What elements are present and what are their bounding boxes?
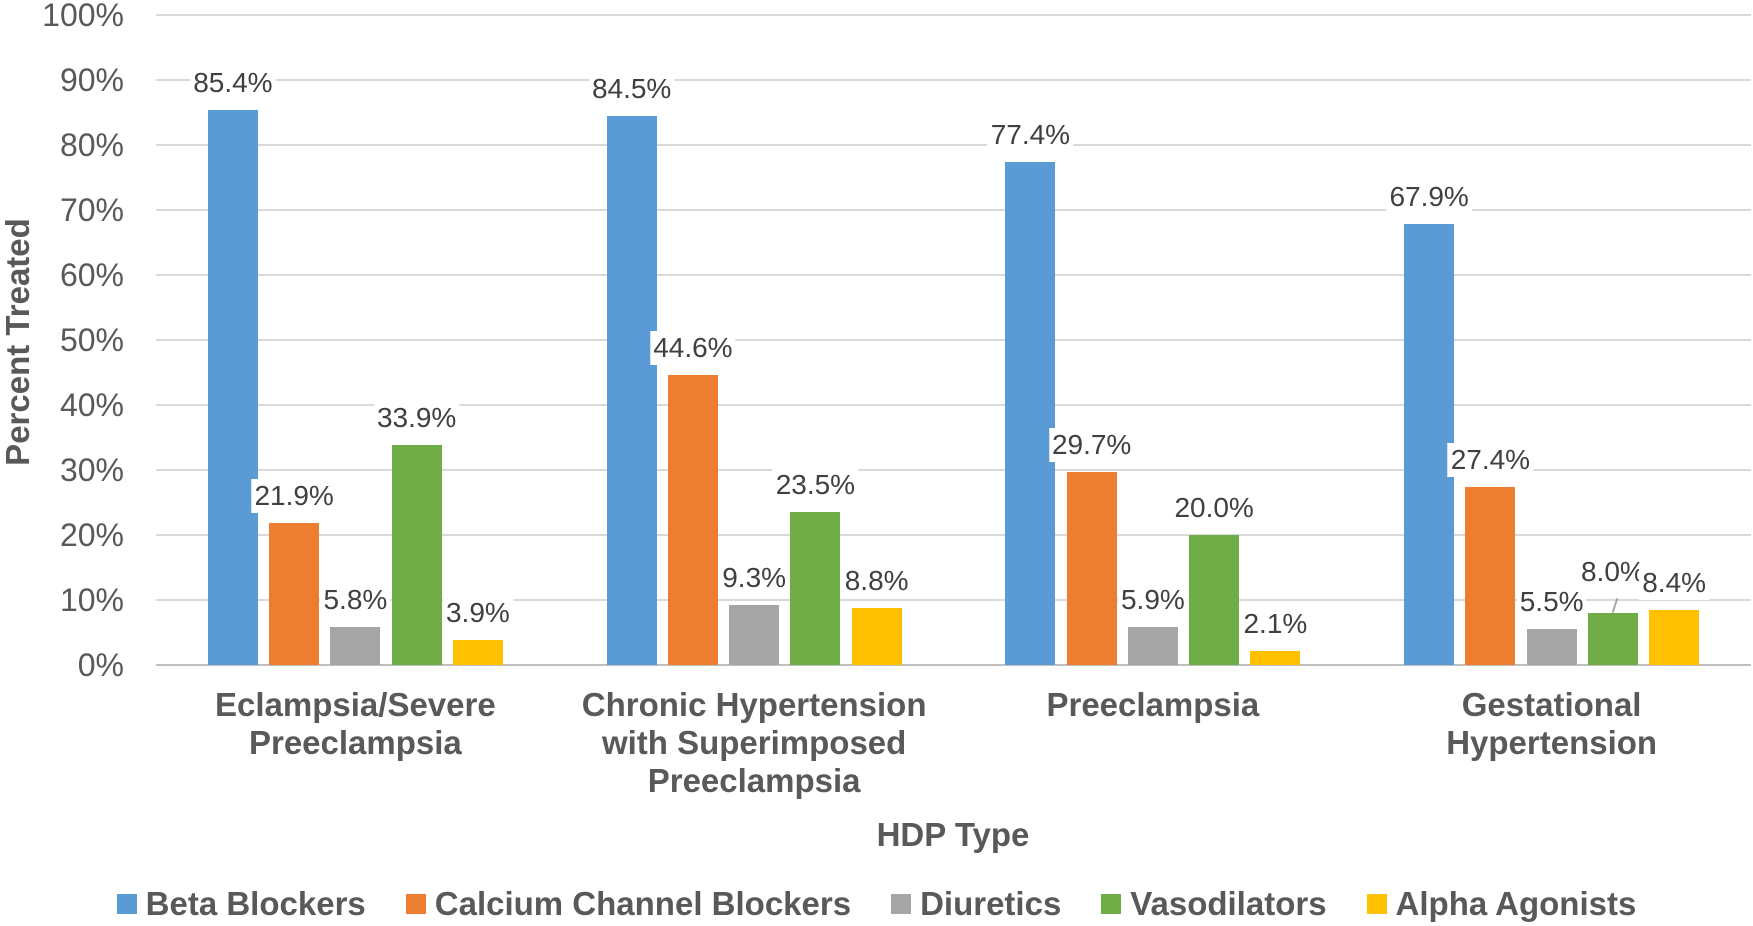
legend-item-beta-blockers: Beta Blockers	[116, 884, 366, 924]
data-label-alpha-agonists-1: 8.8%	[841, 563, 912, 598]
legend-swatch-vasodilators-icon	[1101, 894, 1122, 914]
data-label-alpha-agonists-2: 2.1%	[1240, 607, 1311, 642]
bar-calcium-channel-blockers-2	[1066, 471, 1117, 665]
legend-swatch-beta-blockers-icon	[116, 894, 137, 914]
bar-beta-blockers-0	[207, 109, 258, 665]
data-label-alpha-agonists-3: 8.4%	[1639, 566, 1710, 601]
gridline-30	[156, 469, 1751, 471]
data-label-diuretics-0: 5.8%	[320, 583, 391, 618]
bar-calcium-channel-blockers-3	[1465, 486, 1516, 665]
data-label-calcium-channel-blockers-0: 21.9%	[251, 478, 337, 513]
bar-beta-blockers-1	[606, 115, 657, 665]
x-axis-line	[156, 664, 1751, 666]
gridline-80	[156, 144, 1751, 146]
gridline-90	[156, 79, 1751, 81]
y-tick-label-10: 10%	[59, 582, 124, 618]
bar-beta-blockers-2	[1005, 161, 1056, 665]
gridline-10	[156, 599, 1751, 601]
data-label-beta-blockers-1: 84.5%	[588, 71, 675, 106]
bar-vasodilators-3	[1587, 613, 1638, 665]
legend-swatch-diuretics-icon	[891, 894, 912, 914]
gridline-100	[156, 14, 1751, 16]
y-tick-label-70: 70%	[59, 192, 124, 228]
bar-vasodilators-0	[391, 444, 442, 665]
data-label-beta-blockers-0: 85.4%	[190, 65, 276, 100]
data-label-diuretics-2: 5.9%	[1117, 582, 1188, 617]
bar-diuretics-1	[729, 604, 780, 665]
legend-swatch-alpha-agonists-icon	[1366, 894, 1387, 914]
y-tick-label-80: 80%	[59, 127, 124, 163]
y-tick-label-40: 40%	[59, 387, 124, 423]
legend-label-alpha-agonists: Alpha Agonists	[1395, 885, 1637, 922]
y-tick-label-30: 30%	[59, 452, 124, 488]
legend-label-calcium-channel-blockers: Calcium Channel Blockers	[434, 885, 852, 922]
gridline-60	[156, 274, 1751, 276]
bar-diuretics-3	[1526, 629, 1577, 665]
category-label-gestational: Gestational Hypertension	[1446, 686, 1658, 761]
y-tick-label-60: 60%	[59, 257, 124, 293]
y-tick-label-50: 50%	[59, 322, 124, 358]
bar-calcium-channel-blockers-0	[269, 522, 320, 665]
data-label-vasodilators-2: 20.0%	[1171, 491, 1257, 525]
data-label-calcium-channel-blockers-1: 44.6%	[650, 331, 736, 366]
data-label-alpha-agonists-0: 3.9%	[442, 595, 513, 630]
bar-vasodilators-2	[1189, 535, 1240, 665]
bar-vasodilators-1	[790, 512, 841, 665]
bar-diuretics-0	[330, 627, 381, 665]
legend-label-beta-blockers: Beta Blockers	[145, 885, 366, 922]
y-tick-label-0: 0%	[77, 647, 124, 683]
gridline-20	[156, 534, 1751, 536]
legend-label-vasodilators: Vasodilators	[1130, 885, 1327, 922]
legend-item-alpha-agonists: Alpha Agonists	[1366, 884, 1637, 924]
legend-swatch-calcium-channel-blockers-icon	[405, 894, 426, 914]
data-label-beta-blockers-3: 67.9%	[1386, 179, 1472, 214]
bar-alpha-agonists-3	[1649, 610, 1700, 665]
data-label-vasodilators-1: 23.5%	[772, 468, 859, 503]
legend-item-calcium-channel-blockers: Calcium Channel Blockers	[405, 884, 852, 924]
gridline-50	[156, 339, 1751, 341]
legend-item-diuretics: Diuretics	[891, 884, 1061, 924]
legend-item-vasodilators: Vasodilators	[1101, 884, 1327, 924]
gridline-70	[156, 209, 1751, 211]
legend-label-diuretics: Diuretics	[920, 885, 1062, 922]
bar-alpha-agonists-0	[452, 639, 503, 665]
x-axis-title: HDP Type	[876, 816, 1030, 853]
data-label-beta-blockers-2: 77.4%	[987, 117, 1074, 152]
data-label-calcium-channel-blockers-3: 27.4%	[1447, 442, 1534, 477]
bar-beta-blockers-3	[1404, 223, 1455, 665]
bar-calcium-channel-blockers-1	[667, 375, 718, 665]
data-label-vasodilators-0: 33.9%	[373, 400, 460, 435]
category-label-preeclampsia: Preeclampsia	[1046, 686, 1260, 723]
y-tick-label-100: 100%	[42, 0, 124, 33]
category-label-eclampsia-severe: Eclampsia/Severe Preeclampsia	[215, 686, 496, 761]
data-label-diuretics-3: 5.5%	[1516, 585, 1587, 620]
bar-diuretics-2	[1127, 626, 1178, 665]
data-label-vasodilators-3: 8.0%	[1577, 555, 1648, 589]
y-tick-label-20: 20%	[59, 517, 124, 553]
category-label-chronic-hypertension: Chronic Hypertension with Superimposed P…	[581, 686, 927, 799]
gridline-40	[156, 404, 1751, 406]
legend: Beta Blockers Calcium Channel Blockers Diu…	[0, 884, 1753, 924]
data-label-diuretics-1: 9.3%	[719, 560, 790, 595]
data-label-calcium-channel-blockers-2: 29.7%	[1048, 427, 1135, 462]
y-tick-label-90: 90%	[59, 62, 124, 98]
bar-alpha-agonists-2	[1250, 651, 1301, 665]
bar-alpha-agonists-1	[851, 607, 902, 665]
